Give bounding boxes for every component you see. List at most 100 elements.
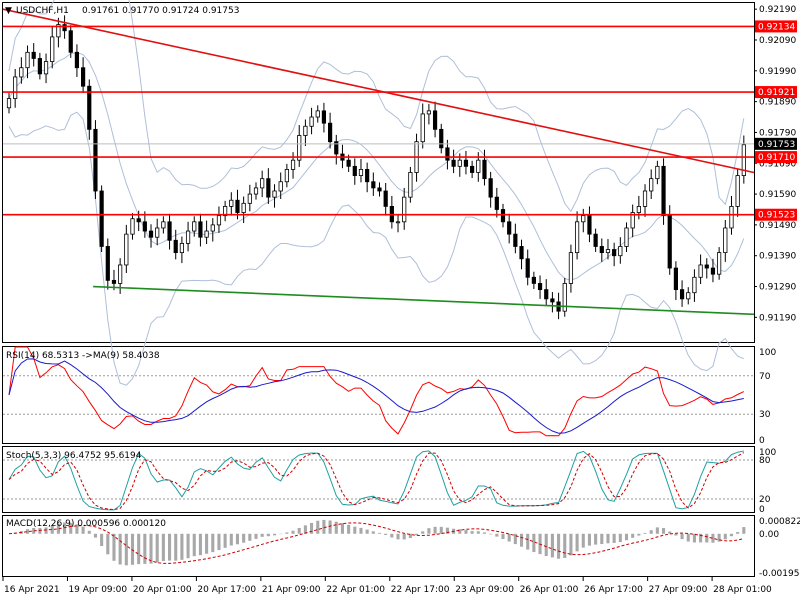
- candle-bear: [451, 159, 456, 167]
- chart-dropdown-icon[interactable]: ▼: [5, 6, 12, 16]
- price-tick-label: 0.91290: [759, 283, 796, 293]
- candle-bull: [605, 249, 611, 254]
- candle-bull: [210, 224, 215, 232]
- candle-bear: [494, 196, 499, 210]
- candle-bull: [741, 144, 746, 176]
- candle-bear: [352, 165, 357, 176]
- level-label: 0.91921: [758, 88, 795, 98]
- candle-bull: [698, 264, 703, 278]
- level-tag: [755, 86, 797, 99]
- candle-bull: [130, 218, 135, 235]
- x-tick-label: 20 Apr 17:00: [197, 585, 256, 595]
- rsi-ma-line: [8, 358, 744, 434]
- x-tick-label: 27 Apr 09:00: [649, 585, 708, 595]
- level-label: 0.91523: [758, 211, 795, 221]
- rsi-pane[interactable]: [2, 346, 755, 444]
- macd-pane[interactable]: [2, 515, 755, 577]
- rsi-tick-label: 70: [759, 372, 771, 382]
- candle-bull: [624, 227, 629, 247]
- candle-bull: [729, 205, 734, 229]
- rsi-label: RSI(14) 68.5313 ->MA(9) 58.4038: [6, 351, 160, 361]
- candle-bull: [630, 212, 635, 229]
- candle-bull: [642, 190, 648, 207]
- price-tick-label: 0.91890: [759, 98, 796, 108]
- candle-bull: [204, 230, 209, 238]
- candle-bear: [167, 221, 172, 241]
- stoch-pane[interactable]: [2, 446, 755, 513]
- candle-bull: [575, 221, 580, 254]
- candle-bear: [377, 187, 382, 192]
- candle-bull: [223, 205, 228, 217]
- candle-bull: [6, 98, 12, 109]
- candle-bull: [395, 221, 401, 224]
- candle-bull: [568, 252, 574, 284]
- candle-bull: [309, 116, 314, 127]
- x-tick-label: 20 Apr 01:00: [133, 585, 192, 595]
- candle-bull: [562, 283, 567, 312]
- candle-bear: [99, 190, 104, 247]
- rsi-tick-label: 100: [759, 348, 776, 358]
- candle-bear: [599, 246, 604, 254]
- candle-bear: [667, 215, 672, 269]
- candle-bear: [105, 246, 110, 281]
- candle-bull: [692, 276, 697, 294]
- stoch-tick-label: 80: [759, 456, 771, 466]
- stoch-tick-label: 20: [759, 495, 771, 505]
- candle-bear: [383, 190, 388, 207]
- candle-bull: [179, 242, 184, 254]
- candle-bull: [25, 51, 30, 69]
- level-tag: [755, 208, 797, 221]
- price-tick-label: 0.91590: [759, 190, 796, 200]
- candle-bear: [587, 215, 592, 235]
- stoch-tick-label: 0: [759, 505, 765, 515]
- macd-tick-label: 0.00: [759, 530, 779, 540]
- x-tick-label: 28 Apr 01:00: [713, 585, 772, 595]
- rsi-line: [8, 346, 745, 437]
- candle-bear: [593, 233, 598, 247]
- trendline-support: [93, 285, 755, 316]
- candle-bear: [513, 233, 518, 247]
- last-price-label: 0.91753: [758, 140, 795, 150]
- candle-bear: [519, 246, 524, 260]
- trendline-resistance: [2, 8, 755, 174]
- candle-bear: [346, 159, 351, 167]
- price-tick-label: 0.91790: [759, 128, 796, 138]
- price-tick-label: 0.91390: [759, 252, 796, 262]
- rsi-tick-label: 30: [759, 410, 771, 420]
- macd-tick-label: -0.001953: [759, 569, 800, 579]
- stoch-signal-line: [8, 452, 745, 511]
- candle-bull: [358, 169, 364, 176]
- candle-bear: [328, 122, 333, 143]
- candle-bear: [432, 110, 438, 130]
- level-label: 0.91710: [758, 153, 795, 163]
- candle-bear: [81, 67, 86, 87]
- candle-bull: [19, 67, 24, 78]
- candle-bear: [31, 51, 36, 59]
- candle-bear: [525, 258, 530, 278]
- candle-bear: [365, 169, 370, 183]
- candle-bear: [173, 239, 178, 254]
- candle-bear: [463, 159, 469, 167]
- main-pane[interactable]: [2, 2, 755, 343]
- candle-bull: [56, 24, 61, 38]
- candle-bull: [278, 181, 283, 192]
- candle-bear: [68, 30, 73, 53]
- candle-bear: [482, 159, 487, 180]
- bollinger-lower: [8, 111, 744, 386]
- price-tick-label: 0.91490: [759, 221, 796, 231]
- ohlc-readout: 0.91761 0.91770 0.91724 0.91753: [82, 6, 239, 16]
- candle-bull: [229, 199, 234, 207]
- candle-bear: [235, 199, 240, 213]
- x-tick-label: 21 Apr 09:00: [262, 585, 321, 595]
- candle-bull: [253, 187, 259, 195]
- candle-bull: [402, 196, 407, 223]
- candle-bull: [636, 205, 641, 213]
- candle-bull: [581, 215, 586, 223]
- stoch-main-line: [8, 450, 744, 511]
- candle-bull: [618, 246, 623, 257]
- candle-bear: [704, 264, 709, 269]
- macd-label: MACD(12,26,9) 0.000596 0.000120: [6, 519, 166, 529]
- x-tick-label: 16 Apr 2021: [4, 585, 60, 595]
